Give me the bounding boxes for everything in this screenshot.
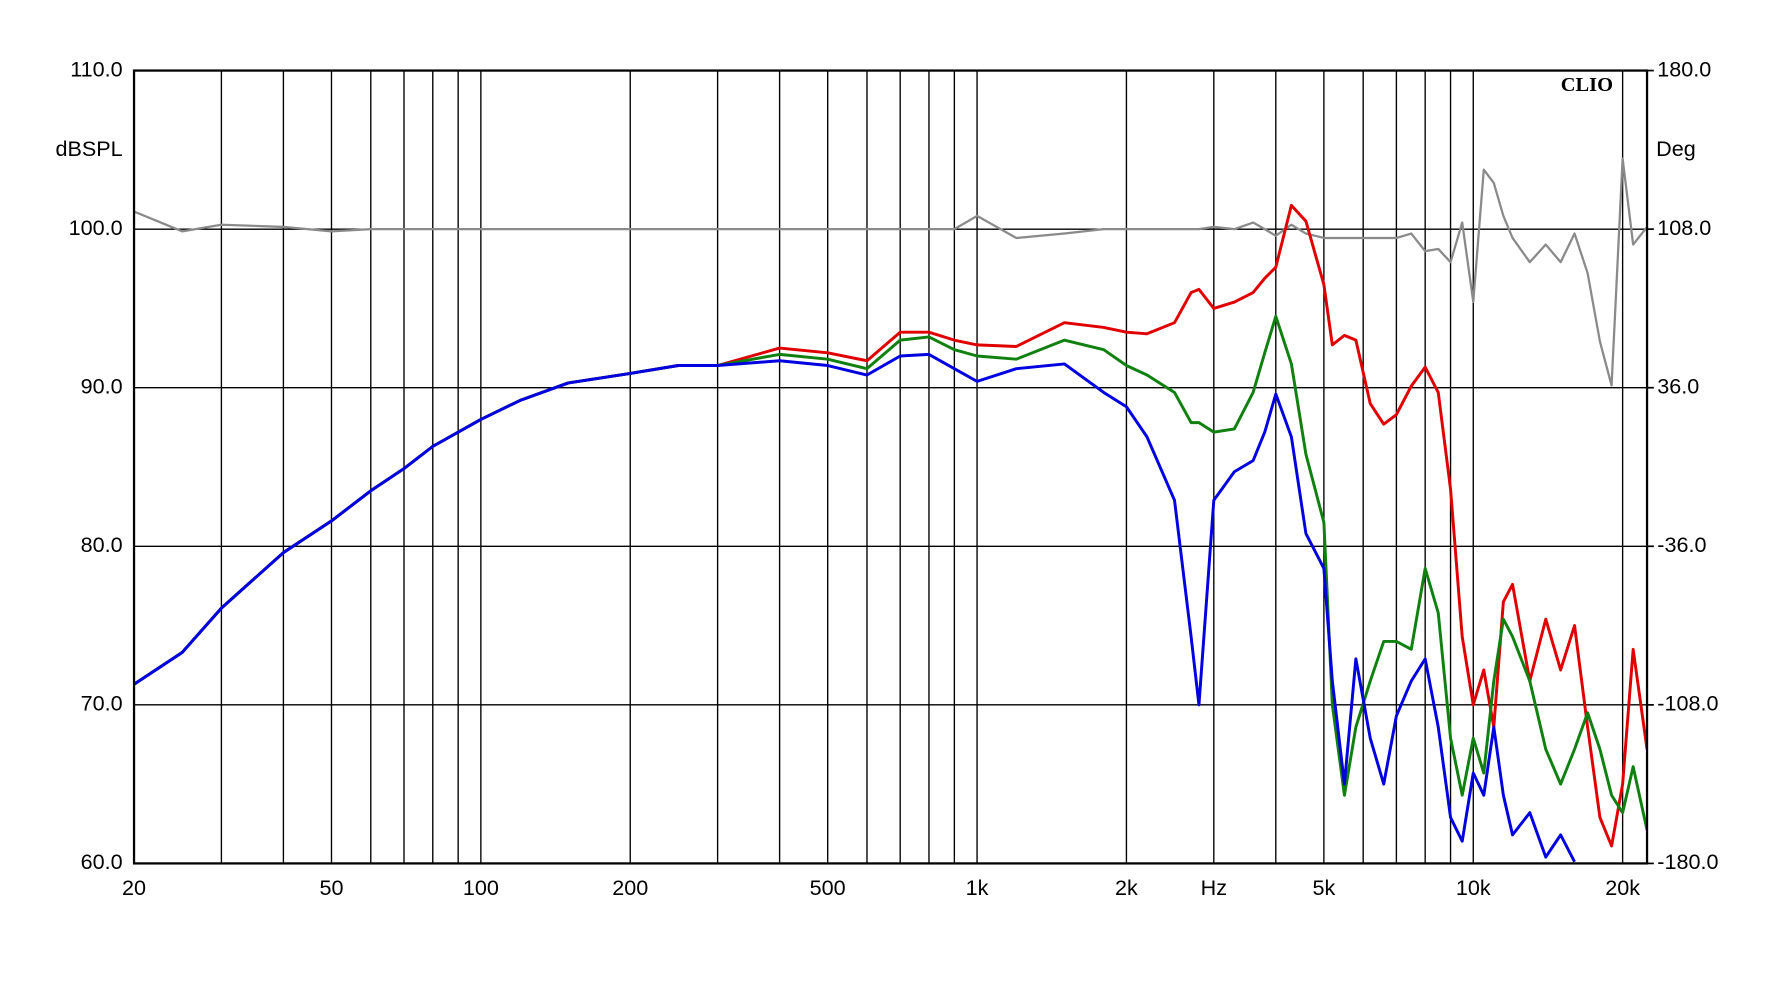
y2-axis-label: Deg xyxy=(1656,136,1696,161)
y2-tick-label: -36.0 xyxy=(1657,532,1706,557)
series-line xyxy=(134,157,1648,387)
y2-tick-label: 36.0 xyxy=(1657,373,1699,398)
y2-tick-label: 108.0 xyxy=(1657,215,1711,240)
series-line xyxy=(134,352,1576,863)
y-tick-label: 60.0 xyxy=(81,849,123,874)
x-tick-label: 200 xyxy=(612,875,648,900)
x-tick-label: 10k xyxy=(1456,875,1491,900)
x-tick-label: 500 xyxy=(810,875,846,900)
y2-tick-label: -108.0 xyxy=(1657,691,1718,716)
y2-tick-label: 180.0 xyxy=(1657,56,1711,81)
plot-area xyxy=(134,157,1648,863)
x-tick-label: 1k xyxy=(966,875,989,900)
x-tick-label: 100 xyxy=(463,875,499,900)
y-tick-label: 80.0 xyxy=(81,532,123,557)
grid xyxy=(133,69,1648,865)
y-axis-label: dBSPL xyxy=(55,136,122,161)
x-tick-label: 20k xyxy=(1605,875,1640,900)
series-line xyxy=(134,203,1648,848)
y-tick-label: 90.0 xyxy=(81,373,123,398)
y2-tick-label: -180.0 xyxy=(1657,849,1718,874)
x-tick-label: 50 xyxy=(319,875,343,900)
brand-annotation: CLIO xyxy=(1561,74,1613,96)
x-tick-label: 20 xyxy=(122,875,146,900)
y-tick-label: 100.0 xyxy=(69,215,123,240)
x-tick-label: 2k xyxy=(1115,875,1138,900)
x-tick-label: Hz xyxy=(1201,875,1227,900)
y-tick-label: 110.0 xyxy=(70,56,122,81)
x-tick-label: 5k xyxy=(1312,875,1335,900)
series-line xyxy=(134,314,1648,831)
plot-frame xyxy=(132,69,1649,865)
y-tick-label: 70.0 xyxy=(81,691,123,716)
